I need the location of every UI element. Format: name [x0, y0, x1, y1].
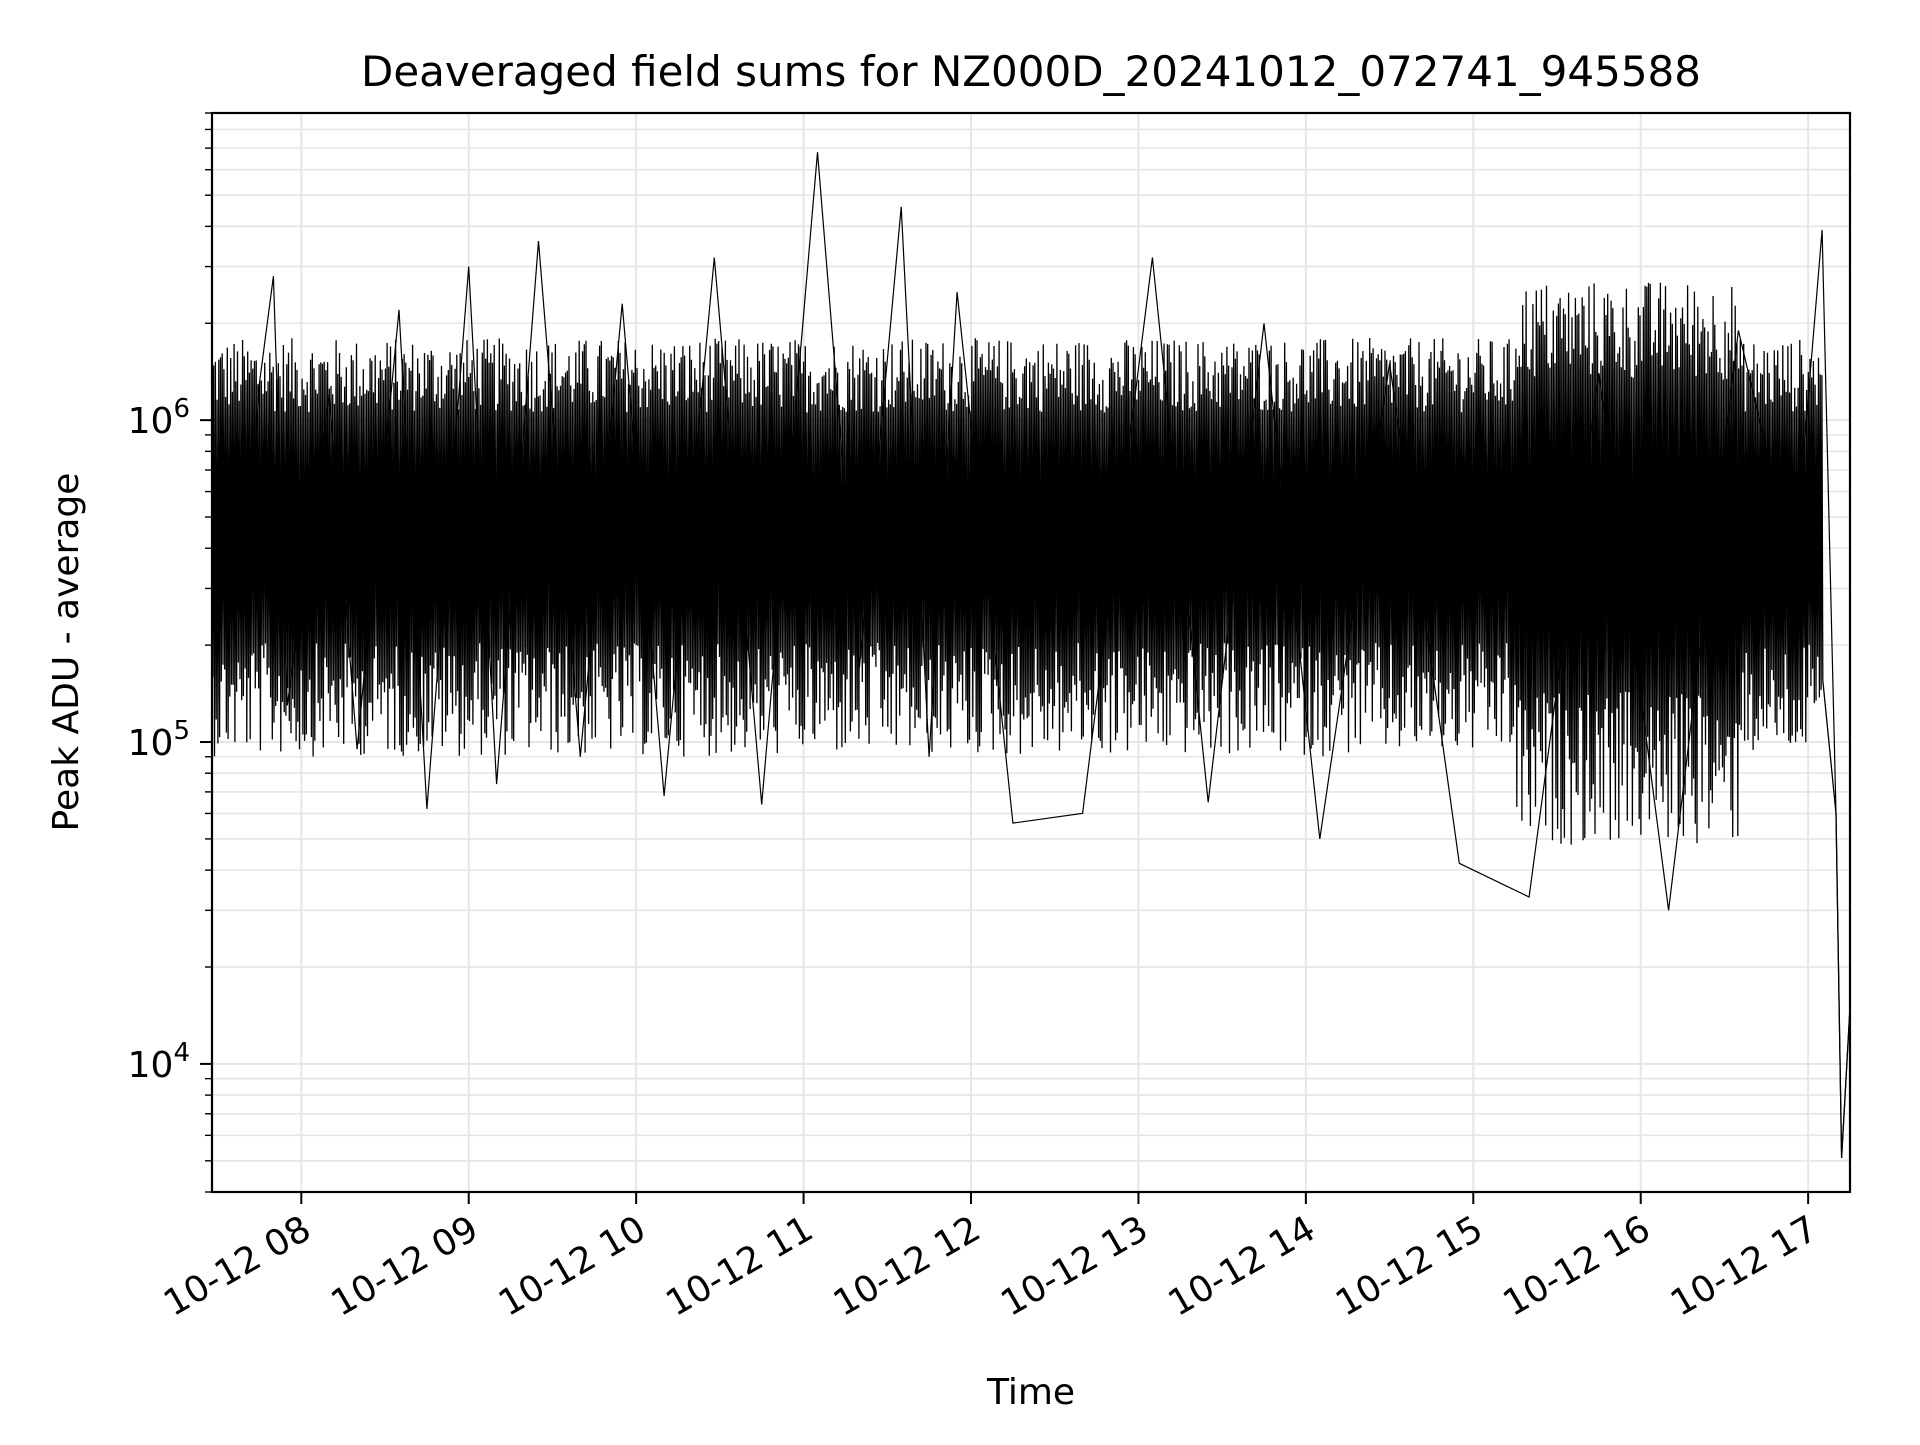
- y-tick-label: 104: [128, 1038, 190, 1086]
- y-axis-ticks: 104 105 106: [128, 112, 212, 1193]
- x-axis-label: Time: [986, 1372, 1075, 1413]
- plot-frame: [210, 111, 1852, 1194]
- y-tick-label: 106: [128, 394, 190, 442]
- series-layer: [211, 152, 1851, 1159]
- series-line: [211, 282, 1851, 1159]
- chart-title: Deaveraged field sums for NZ000D_2024101…: [361, 47, 1701, 96]
- y-axis-label: Peak ADU - average: [46, 473, 87, 832]
- y-tick-label: 105: [128, 716, 190, 764]
